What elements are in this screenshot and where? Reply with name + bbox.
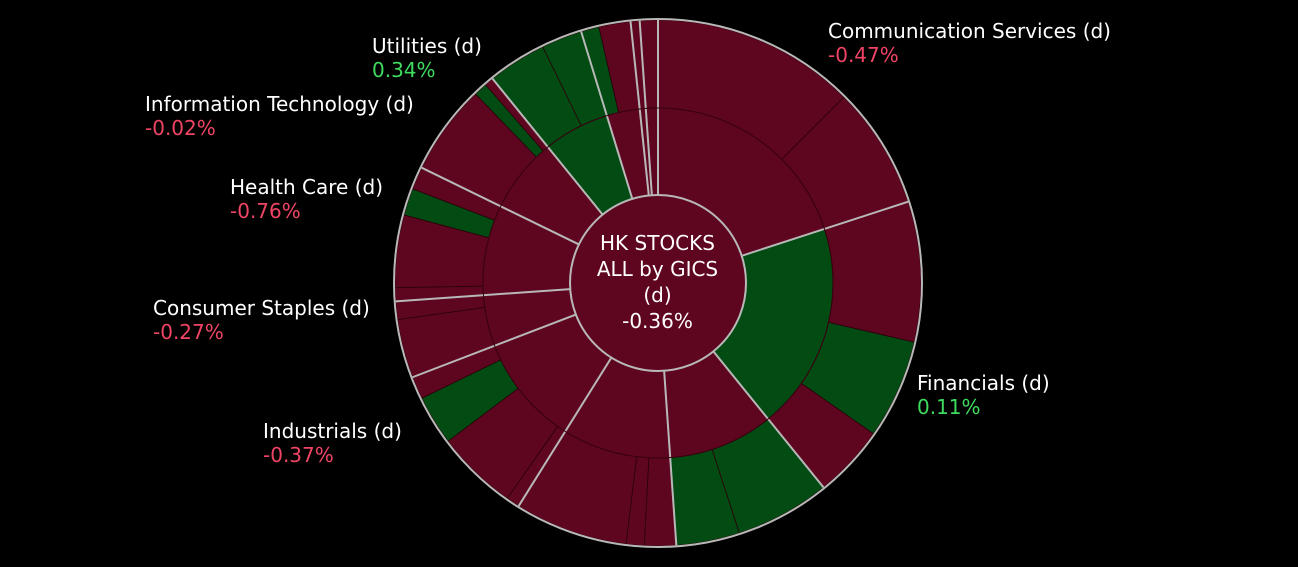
sector-change: 0.11% xyxy=(917,395,981,419)
sector-change: -0.02% xyxy=(145,116,216,140)
sector-change: -0.76% xyxy=(230,199,301,223)
sector-name: Health Care (d) xyxy=(230,175,383,199)
middle-ring xyxy=(482,107,834,459)
sector-name: Financials (d) xyxy=(917,371,1050,395)
stock-ring xyxy=(394,19,922,547)
label-utilities[interactable]: Utilities (d) 0.34% xyxy=(372,34,482,82)
sector-name: Utilities (d) xyxy=(372,34,482,58)
label-communication-services[interactable]: Communication Services (d) -0.47% xyxy=(828,19,1111,67)
sector-name: Industrials (d) xyxy=(263,419,402,443)
center-title-line-2: ALL by GICS xyxy=(596,257,719,281)
center-title-line-1: HK STOCKS xyxy=(600,231,715,255)
sector-name: Communication Services (d) xyxy=(828,19,1111,43)
center-label: HK STOCKS ALL by GICS (d) -0.36% xyxy=(570,230,745,334)
sector-name: Consumer Staples (d) xyxy=(153,296,370,320)
label-information-technology[interactable]: Information Technology (d) -0.02% xyxy=(145,92,414,140)
sector-change: -0.27% xyxy=(153,320,224,344)
sector-separator xyxy=(663,370,678,546)
outer-ring xyxy=(393,18,923,548)
sector-change: -0.47% xyxy=(828,43,899,67)
center-title-line-3: (d) xyxy=(643,283,672,307)
label-consumer-staples[interactable]: Consumer Staples (d) -0.27% xyxy=(153,296,370,344)
sector-separator xyxy=(412,313,577,379)
sector-separator xyxy=(395,288,571,303)
center-total-change: -0.36% xyxy=(622,309,693,333)
sector-separator xyxy=(629,21,650,196)
label-industrials[interactable]: Industrials (d) -0.37% xyxy=(263,419,402,467)
label-financials[interactable]: Financials (d) 0.11% xyxy=(917,371,1050,419)
sector-change: -0.37% xyxy=(263,443,334,467)
sector-change: 0.34% xyxy=(372,58,436,82)
label-health-care[interactable]: Health Care (d) -0.76% xyxy=(230,175,383,223)
sector-name: Information Technology (d) xyxy=(145,92,414,116)
sector-separator xyxy=(517,357,613,507)
chart-outline xyxy=(393,18,923,548)
